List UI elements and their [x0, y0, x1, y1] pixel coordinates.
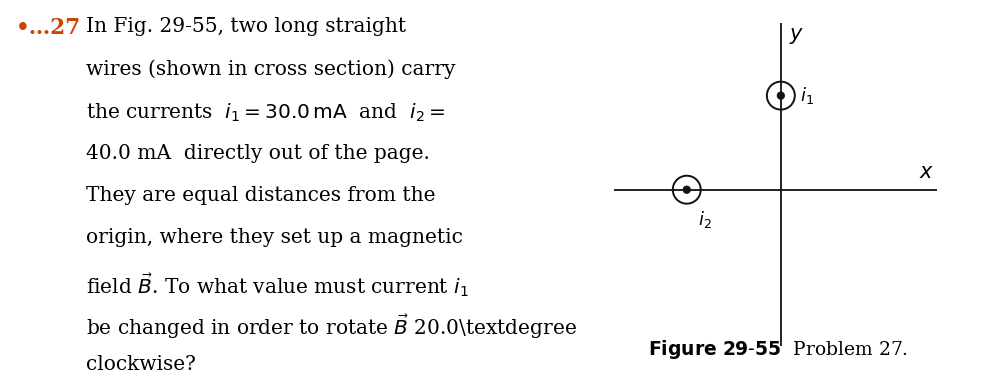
- Text: wires (shown in cross section) carry: wires (shown in cross section) carry: [86, 60, 456, 79]
- Text: $x$: $x$: [919, 163, 935, 182]
- Text: $i_2$: $i_2$: [698, 209, 712, 230]
- Text: $y$: $y$: [789, 26, 804, 46]
- Text: •…27: •…27: [16, 17, 80, 39]
- Text: They are equal distances from the: They are equal distances from the: [86, 186, 436, 205]
- Circle shape: [777, 92, 785, 99]
- Text: the currents  $i_1 = 30.0\,\mathrm{mA}$  and  $i_2 =$: the currents $i_1 = 30.0\,\mathrm{mA}$ a…: [86, 102, 446, 124]
- Text: $i_1$: $i_1$: [800, 85, 814, 106]
- Text: field $\vec{B}$. To what value must current $i_1$: field $\vec{B}$. To what value must curr…: [86, 271, 469, 298]
- Circle shape: [683, 186, 691, 194]
- Text: origin, where they set up a magnetic: origin, where they set up a magnetic: [86, 228, 463, 247]
- Text: clockwise?: clockwise?: [86, 355, 196, 374]
- Text: In Fig. 29-55, two long straight: In Fig. 29-55, two long straight: [86, 17, 406, 36]
- Text: be changed in order to rotate $\vec{B}$ 20.0\textdegree: be changed in order to rotate $\vec{B}$ …: [86, 313, 577, 341]
- Text: $\mathbf{Figure\ 29\text{-}55}$  Problem 27.: $\mathbf{Figure\ 29\text{-}55}$ Problem …: [648, 338, 908, 361]
- Text: 40.0 mA  directly out of the page.: 40.0 mA directly out of the page.: [86, 144, 430, 163]
